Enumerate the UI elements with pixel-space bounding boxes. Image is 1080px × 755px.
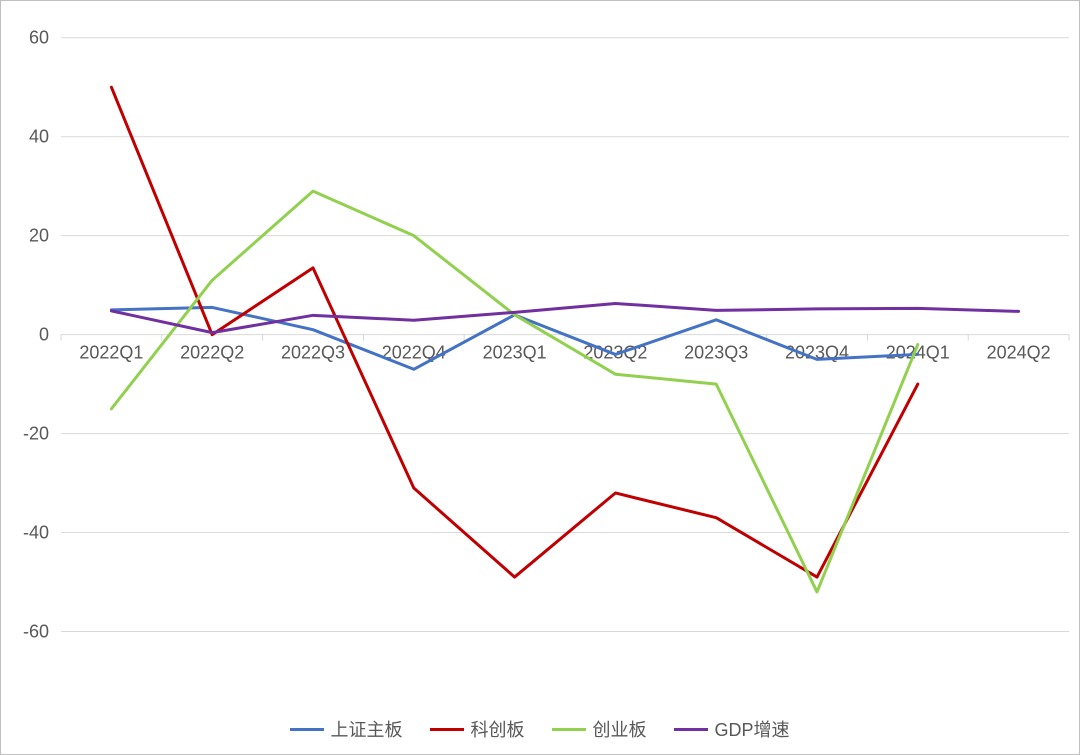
svg-text:2023Q1: 2023Q1 [483, 343, 547, 363]
svg-text:2022Q3: 2022Q3 [281, 343, 345, 363]
legend: 上证主板 科创板 创业板 GDP增速 [1, 716, 1079, 742]
svg-text:40: 40 [29, 127, 49, 147]
series-gdp [111, 303, 1018, 332]
line-chart: -60-40-2002040602022Q12022Q22022Q32022Q4… [1, 1, 1080, 696]
svg-text:2024Q2: 2024Q2 [987, 343, 1051, 363]
legend-swatch [674, 728, 708, 731]
legend-item-chinext: 创业板 [552, 716, 646, 742]
legend-swatch [430, 728, 464, 731]
legend-swatch [552, 728, 586, 731]
legend-swatch [290, 728, 324, 731]
legend-label: 创业板 [592, 716, 646, 742]
legend-label: 科创板 [470, 716, 524, 742]
series-star [111, 87, 917, 577]
legend-item-star: 科创板 [430, 716, 524, 742]
legend-item-sse_main: 上证主板 [290, 716, 402, 742]
legend-label: GDP增速 [714, 716, 789, 742]
svg-text:60: 60 [29, 28, 49, 48]
svg-text:2023Q3: 2023Q3 [684, 343, 748, 363]
chart-container: -60-40-2002040602022Q12022Q22022Q32022Q4… [0, 0, 1080, 755]
svg-text:20: 20 [29, 226, 49, 246]
svg-text:2022Q1: 2022Q1 [79, 343, 143, 363]
legend-item-gdp: GDP增速 [674, 716, 789, 742]
svg-text:-20: -20 [23, 424, 49, 444]
svg-text:-40: -40 [23, 523, 49, 543]
legend-label: 上证主板 [330, 716, 402, 742]
svg-text:0: 0 [39, 325, 49, 345]
series-chinext [111, 191, 917, 592]
svg-text:2022Q2: 2022Q2 [180, 343, 244, 363]
svg-text:-60: -60 [23, 622, 49, 642]
